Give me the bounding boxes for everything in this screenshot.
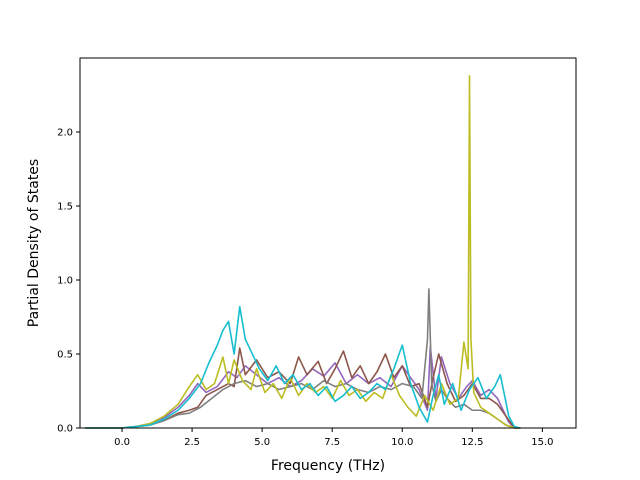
- x-tick-label: 0.0: [114, 437, 130, 448]
- series-line-2: [84, 347, 521, 429]
- x-tick-label: 15.0: [531, 437, 553, 448]
- x-axis-ticks: 0.0 2.5 5.0 7.5 10.0 12.5 15.0: [114, 428, 554, 448]
- plot-background: [80, 58, 576, 428]
- y-tick-label: 0.5: [57, 350, 73, 361]
- x-tick-label: 2.5: [184, 437, 200, 448]
- x-tick-label: 5.0: [254, 437, 270, 448]
- y-axis-label: Partial Density of States: [26, 159, 42, 327]
- series-layer: [84, 74, 521, 429]
- plot-frame: [79, 57, 577, 429]
- y-tick-label: 1.0: [57, 276, 73, 287]
- y-tick-label: 1.5: [57, 202, 73, 213]
- y-tick-label: 2.0: [57, 128, 73, 139]
- y-axis-ticks: 0.0 0.5 1.0 1.5 2.0: [57, 128, 80, 435]
- x-tick-label: 12.5: [461, 437, 483, 448]
- series-line-5: [84, 305, 521, 429]
- x-tick-label: 7.5: [324, 437, 340, 448]
- series-line-4: [84, 74, 521, 429]
- y-tick-label: 0.0: [57, 424, 73, 435]
- x-axis-label: Frequency (THz): [271, 458, 385, 474]
- x-tick-label: 10.0: [391, 437, 413, 448]
